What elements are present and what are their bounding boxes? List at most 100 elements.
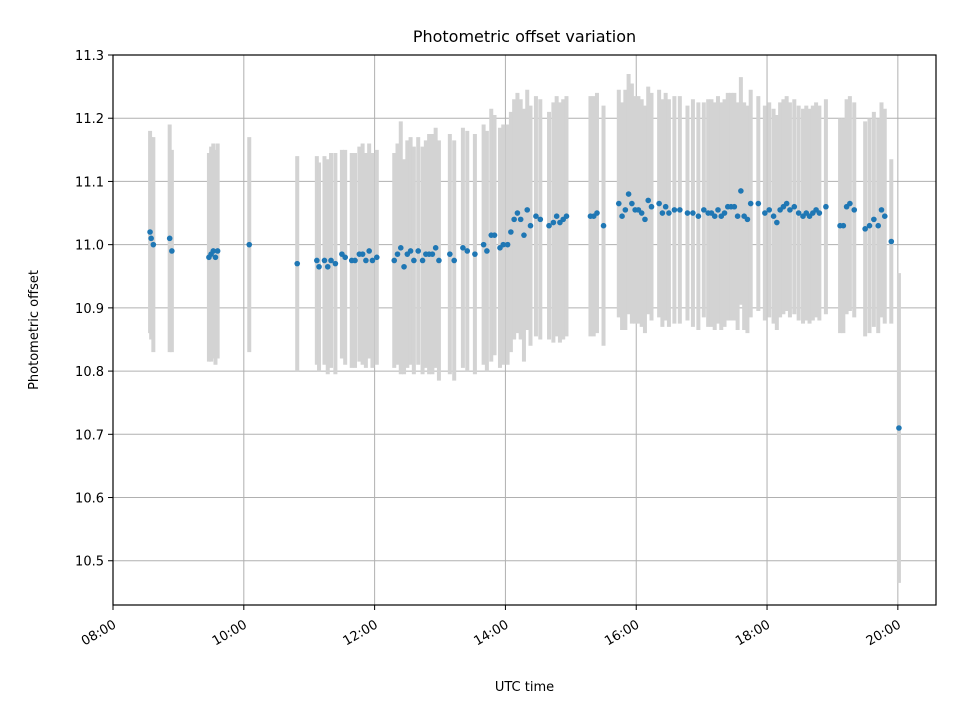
data-point — [401, 263, 407, 270]
y-tick-label: 10.6 — [75, 492, 104, 507]
data-point — [169, 248, 175, 254]
data-point — [394, 251, 401, 257]
data-point — [411, 257, 417, 264]
data-point — [744, 216, 751, 223]
data-point — [429, 251, 436, 257]
data-point — [747, 200, 754, 207]
data-point — [795, 210, 802, 216]
y-tick-label: 11.3 — [75, 49, 104, 64]
data-point — [823, 203, 829, 210]
data-point — [715, 207, 721, 213]
plot-frame — [112, 54, 937, 606]
data-point — [294, 260, 301, 267]
data-point — [517, 216, 524, 223]
data-point — [659, 210, 666, 216]
y-tick-label: 10.5 — [75, 555, 104, 570]
data-point — [622, 207, 629, 213]
data-point — [878, 207, 885, 213]
data-point — [369, 257, 376, 264]
data-point — [755, 200, 762, 207]
data-point — [594, 210, 600, 216]
data-point — [701, 207, 707, 213]
data-point — [436, 257, 442, 264]
data-point — [316, 263, 322, 270]
data-point — [419, 257, 426, 264]
data-point — [851, 207, 858, 213]
data-point — [451, 257, 457, 264]
data-point — [563, 213, 570, 220]
data-point — [774, 219, 780, 226]
data-point — [447, 251, 453, 257]
data-point — [762, 210, 768, 216]
y-tick-label: 11.1 — [75, 175, 104, 190]
data-point — [875, 222, 882, 229]
data-point — [373, 254, 380, 261]
data-point — [363, 257, 369, 264]
data-point — [324, 263, 331, 270]
data-point — [600, 222, 607, 229]
data-point — [770, 213, 777, 220]
data-point — [166, 235, 173, 242]
data-point — [397, 245, 404, 251]
data-point — [862, 226, 868, 232]
data-point — [866, 222, 873, 229]
data-point — [656, 200, 662, 207]
data-point — [332, 260, 339, 267]
data-point — [840, 222, 847, 229]
data-point — [787, 207, 793, 213]
data-point — [537, 216, 544, 223]
data-point — [514, 210, 521, 216]
data-points — [147, 188, 902, 431]
data-point — [352, 257, 358, 264]
data-point — [619, 213, 625, 220]
data-point — [738, 188, 744, 194]
data-point — [662, 203, 669, 210]
data-point — [645, 197, 652, 204]
data-point — [896, 425, 902, 431]
data-point — [629, 200, 635, 207]
data-point — [491, 232, 498, 238]
data-point — [210, 248, 217, 254]
data-point — [625, 191, 632, 197]
data-point — [847, 200, 853, 207]
data-point — [791, 203, 798, 210]
data-point — [783, 200, 790, 207]
data-point — [695, 213, 702, 220]
data-point — [615, 200, 622, 207]
y-tick-label: 10.8 — [75, 365, 104, 380]
data-point — [766, 207, 773, 213]
data-point — [533, 213, 539, 220]
data-point — [684, 210, 691, 216]
data-point — [521, 232, 527, 238]
data-point — [550, 219, 557, 226]
data-point — [342, 254, 348, 261]
data-point — [711, 213, 718, 220]
data-point — [321, 257, 328, 264]
data-point — [666, 210, 672, 216]
data-point — [546, 222, 552, 229]
y-axis-label: Photometric offset — [27, 270, 42, 390]
data-point — [671, 207, 678, 213]
data-point — [888, 238, 895, 245]
data-point — [690, 210, 696, 216]
data-point — [432, 245, 439, 251]
data-point — [508, 229, 514, 235]
data-point — [638, 210, 645, 216]
y-tick-label: 10.7 — [75, 428, 104, 443]
data-point — [407, 248, 414, 254]
data-point — [484, 248, 490, 254]
data-point — [415, 248, 422, 254]
data-point — [460, 245, 466, 251]
data-point — [147, 229, 153, 235]
data-point — [527, 222, 534, 229]
data-point — [150, 241, 157, 248]
data-point — [391, 257, 398, 264]
data-point — [214, 248, 221, 254]
data-point — [314, 257, 320, 264]
data-point — [677, 207, 683, 213]
data-point — [734, 213, 741, 220]
data-point — [504, 241, 511, 248]
x-axis-label: UTC time — [495, 680, 554, 695]
data-point — [731, 203, 738, 210]
data-point — [648, 203, 655, 210]
